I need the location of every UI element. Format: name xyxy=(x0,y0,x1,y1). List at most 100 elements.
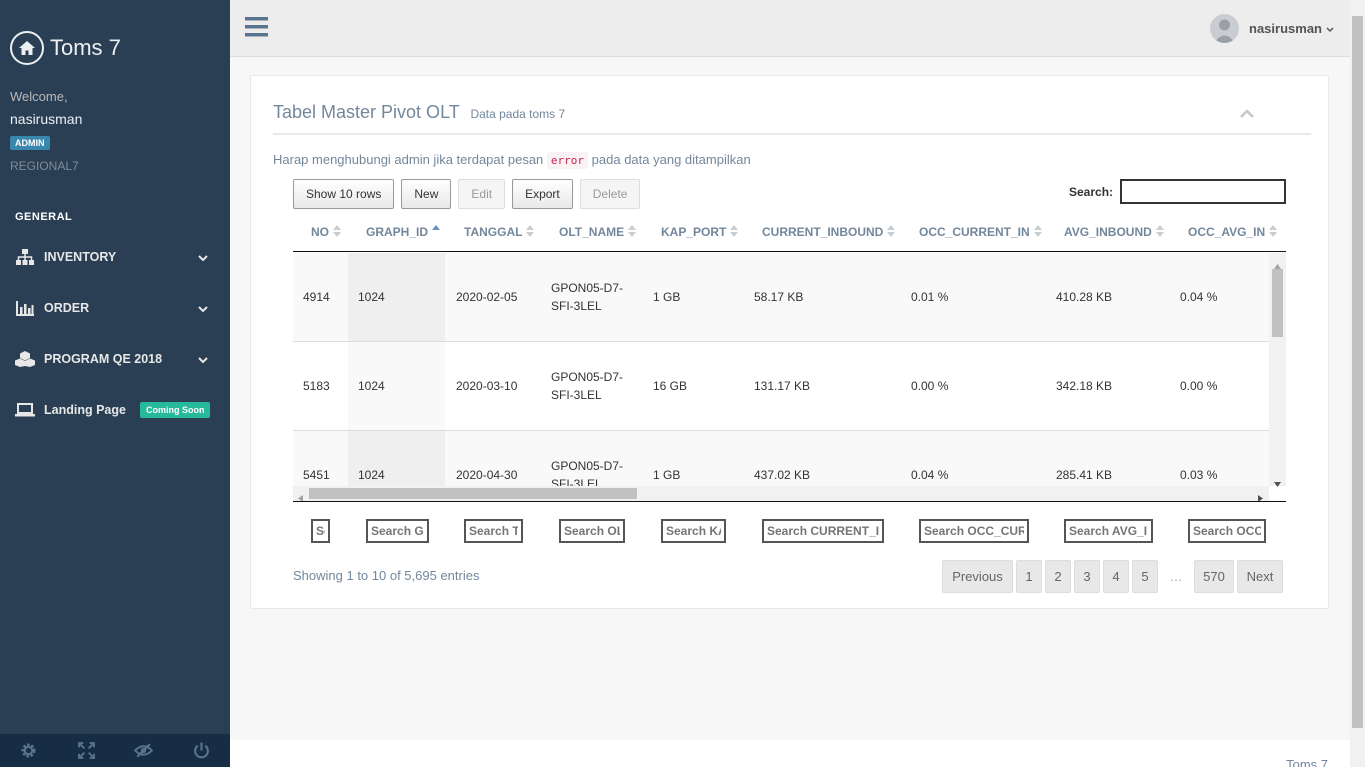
table-row[interactable]: 5451 1024 2020-04-30 GPON05-D7-SFI-3LEL … xyxy=(293,431,1269,486)
cell-graph-id: 1024 xyxy=(358,379,385,393)
panel-note: Harap menghubungi admin jika terdapat pe… xyxy=(273,152,751,169)
table-row[interactable]: 4914 1024 2020-02-05 GPON05-D7-SFI-3LEL … xyxy=(293,253,1269,342)
pagination-page-last[interactable]: 570 xyxy=(1194,560,1234,593)
cell-no: 4914 xyxy=(303,290,330,304)
panel-subtitle: Data pada toms 7 xyxy=(470,107,566,121)
cell-occ-avg-in: 0.00 % xyxy=(1180,379,1218,393)
cell-occ-current-in: 0.01 % xyxy=(911,290,949,304)
page-scrollbar[interactable] xyxy=(1350,0,1365,767)
column-header-label: OCC_AVG_IN xyxy=(1188,225,1266,239)
cell-tanggal: 2020-04-30 xyxy=(456,468,518,482)
cell-occ-current-in: 0.04 % xyxy=(911,468,949,482)
panel-master-pivot-olt: Tabel Master Pivot OLT Data pada toms 7 … xyxy=(250,75,1329,609)
sort-icon xyxy=(887,225,896,240)
pagination-next[interactable]: Next xyxy=(1237,560,1283,593)
scroll-left-arrow-icon[interactable] xyxy=(298,490,303,505)
table-header: NO GRAPH_ID TANGGAL OLT_NAME KAP_PORT CU… xyxy=(293,215,1286,252)
sidebar-footer xyxy=(0,734,230,767)
sort-icon xyxy=(1155,225,1164,240)
sidebar-item-inventory[interactable]: INVENTORY xyxy=(0,237,230,277)
pagination-previous[interactable]: Previous xyxy=(942,560,1013,593)
table-toolbar: Show 10 rows New Edit Export Delete xyxy=(293,179,647,209)
column-header-avg-inbound[interactable]: AVG_INBOUND xyxy=(1064,225,1164,240)
sidebar-item-order[interactable]: ORDER xyxy=(0,288,230,328)
sitemap-icon xyxy=(15,249,35,265)
show-rows-button[interactable]: Show 10 rows xyxy=(293,179,395,209)
role-badge: ADMIN xyxy=(10,136,50,150)
column-header-graph-id[interactable]: GRAPH_ID xyxy=(366,225,441,240)
sidebar: Toms 7 Welcome, nasirusman ADMIN REGIONA… xyxy=(0,0,230,767)
note-text: Harap menghubungi admin jika terdapat pe… xyxy=(273,152,544,167)
table-vertical-scrollbar[interactable] xyxy=(1269,253,1286,487)
pagination-page[interactable]: 3 xyxy=(1074,560,1100,593)
user-menu[interactable]: nasirusman xyxy=(1210,14,1334,43)
column-search-graph-id[interactable] xyxy=(366,519,429,543)
column-header-kap-port[interactable]: KAP_PORT xyxy=(661,225,739,240)
cell-olt-name: GPON05-D7-SFI-3LEL xyxy=(551,370,624,402)
delete-button[interactable]: Delete xyxy=(579,179,641,209)
column-header-tanggal[interactable]: TANGGAL xyxy=(464,225,535,240)
cell-tanggal: 2020-03-10 xyxy=(456,379,518,393)
panel-divider xyxy=(273,133,1311,135)
chevron-up-icon[interactable] xyxy=(1240,106,1254,121)
pagination-page[interactable]: 4 xyxy=(1103,560,1129,593)
cell-kap-port: 16 GB xyxy=(653,379,688,393)
hamburger-menu-icon[interactable] xyxy=(245,17,268,40)
column-header-occ-current-in[interactable]: OCC_CURRENT_IN xyxy=(919,225,1042,240)
column-search-occ-avg-in[interactable] xyxy=(1188,519,1266,543)
cell-kap-port: 1 GB xyxy=(653,468,681,482)
gear-icon[interactable] xyxy=(0,734,58,767)
column-search-current-inbound[interactable] xyxy=(762,519,884,543)
column-header-label: KAP_PORT xyxy=(661,225,727,239)
sidebar-item-label: PROGRAM QE 2018 xyxy=(44,352,163,366)
pagination-page[interactable]: 5 xyxy=(1132,560,1158,593)
table-horizontal-scrollbar[interactable] xyxy=(293,486,1269,502)
new-button[interactable]: New xyxy=(401,179,452,209)
search-input[interactable] xyxy=(1120,179,1286,204)
note-text: pada data yang ditampilkan xyxy=(591,152,751,167)
cell-occ-current-in: 0.00 % xyxy=(911,379,949,393)
column-header-no[interactable]: NO xyxy=(311,225,341,240)
column-search-kap-port[interactable] xyxy=(661,519,726,543)
export-button[interactable]: Export xyxy=(512,179,573,209)
power-icon[interactable] xyxy=(173,734,231,767)
cell-tanggal: 2020-02-05 xyxy=(456,290,518,304)
pagination-page[interactable]: 1 xyxy=(1016,560,1042,593)
column-header-current-inbound[interactable]: CURRENT_INBOUND xyxy=(762,225,896,240)
cell-current-inbound: 58.17 KB xyxy=(754,290,804,304)
cell-no: 5451 xyxy=(303,468,330,482)
note-code: error xyxy=(546,152,589,169)
edit-button[interactable]: Edit xyxy=(458,179,506,209)
sidebar-item-landing-page[interactable]: Landing Page Coming Soon xyxy=(0,390,230,430)
column-header-olt-name[interactable]: OLT_NAME xyxy=(559,225,637,240)
pagination-page[interactable]: 2 xyxy=(1045,560,1071,593)
column-search-avg-inbound[interactable] xyxy=(1064,519,1153,543)
table-row[interactable]: 5183 1024 2020-03-10 GPON05-D7-SFI-3LEL … xyxy=(293,342,1269,431)
column-header-label: TANGGAL xyxy=(464,225,523,239)
region-label: REGIONAL7 xyxy=(10,159,79,173)
scroll-down-arrow-icon[interactable] xyxy=(1274,475,1281,490)
fullscreen-icon[interactable] xyxy=(58,734,116,767)
column-header-label: OCC_CURRENT_IN xyxy=(919,225,1030,239)
column-search-occ-current-in[interactable] xyxy=(919,519,1029,543)
scroll-up-arrow-icon[interactable] xyxy=(1274,257,1281,272)
chevron-down-icon xyxy=(1326,21,1334,36)
brand[interactable]: Toms 7 xyxy=(10,31,121,65)
column-search-no[interactable] xyxy=(311,519,330,543)
column-header-occ-avg-in[interactable]: OCC_AVG_IN xyxy=(1188,225,1278,240)
eye-slash-icon[interactable] xyxy=(115,734,173,767)
column-search-olt-name[interactable] xyxy=(559,519,625,543)
sort-asc-icon xyxy=(432,225,441,240)
column-header-label: CURRENT_INBOUND xyxy=(762,225,884,239)
cubes-icon xyxy=(15,351,35,367)
coming-soon-badge: Coming Soon xyxy=(139,402,211,418)
cell-olt-name: GPON05-D7-SFI-3LEL xyxy=(551,459,624,486)
column-search-tanggal[interactable] xyxy=(464,519,523,543)
cell-olt-name: GPON05-D7-SFI-3LEL xyxy=(551,281,624,313)
home-icon xyxy=(10,31,44,65)
pagination: Previous 1 2 3 4 5 … 570 Next xyxy=(942,560,1286,593)
sort-icon xyxy=(333,225,341,240)
scroll-right-arrow-icon[interactable] xyxy=(1258,490,1263,505)
sidebar-item-program-qe-2018[interactable]: PROGRAM QE 2018 xyxy=(0,339,230,379)
table-footer-divider xyxy=(293,501,1286,502)
